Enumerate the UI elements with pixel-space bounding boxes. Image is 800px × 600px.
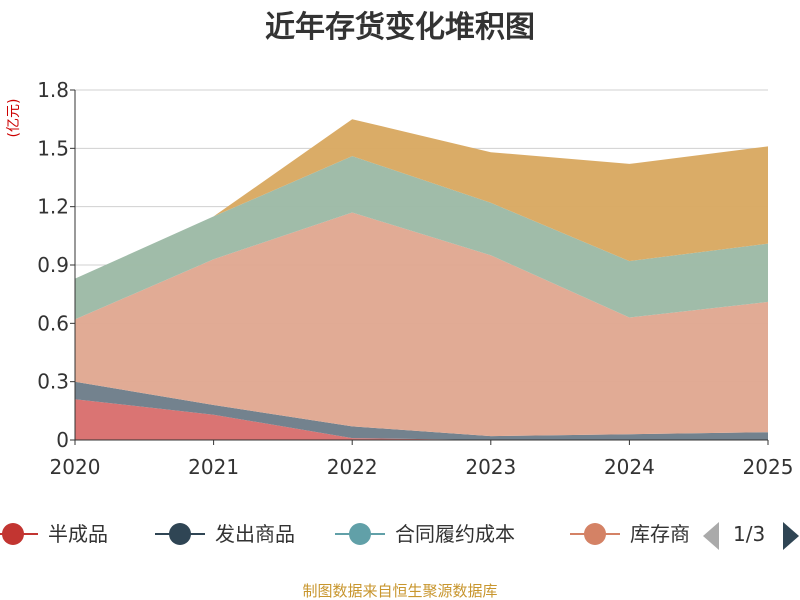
x-tick-label: 2020 bbox=[50, 455, 101, 479]
y-tick-label: 1.2 bbox=[37, 195, 69, 219]
area-series bbox=[75, 381, 768, 440]
area-series bbox=[75, 119, 768, 279]
legend-marker bbox=[169, 523, 191, 545]
legend-label: 合同履约成本 bbox=[395, 522, 515, 546]
legend-next-icon[interactable] bbox=[783, 522, 799, 550]
y-tick-label: 0.3 bbox=[37, 370, 69, 394]
y-tick-label: 1.8 bbox=[37, 78, 69, 102]
area-series bbox=[75, 156, 768, 320]
tick-labels: 0 0.3 0.6 0.9 1.2 1.5 1.8 2020 2021 2022 2023 2024 2… bbox=[37, 78, 793, 479]
y-tick-label: 0.9 bbox=[37, 253, 69, 277]
legend-marker bbox=[349, 523, 371, 545]
area-series bbox=[75, 212, 768, 437]
data-source: 制图数据来自恒生聚源数据库 bbox=[302, 582, 497, 600]
area-series bbox=[75, 399, 768, 440]
y-tick-label: 0 bbox=[56, 428, 69, 452]
legend-pager: 1/3 bbox=[703, 522, 799, 550]
legend-label: 发出商品 bbox=[215, 522, 295, 546]
x-tick-label: 2021 bbox=[188, 455, 239, 479]
x-tick-label: 2023 bbox=[465, 455, 516, 479]
x-tick-label: 2025 bbox=[743, 455, 794, 479]
legend-prev-icon[interactable] bbox=[703, 522, 719, 550]
axes bbox=[70, 89, 769, 445]
y-tick-label: 1.5 bbox=[37, 136, 69, 160]
legend-label: 库存商 bbox=[630, 522, 690, 546]
x-tick-label: 2024 bbox=[604, 455, 655, 479]
legend-marker bbox=[2, 523, 24, 545]
y-tick-label: 0.6 bbox=[37, 311, 69, 335]
x-tick-label: 2022 bbox=[327, 455, 378, 479]
legend-label: 半成品 bbox=[48, 522, 108, 546]
legend-page-indicator: 1/3 bbox=[733, 522, 765, 546]
legend-marker bbox=[584, 523, 606, 545]
legend[interactable]: 半成品 发出商品 合同履约成本 库存商 bbox=[0, 522, 690, 546]
y-axis-unit: (亿元) bbox=[6, 99, 22, 138]
chart-title: 近年存货变化堆积图 bbox=[265, 10, 535, 45]
areas bbox=[75, 119, 768, 440]
